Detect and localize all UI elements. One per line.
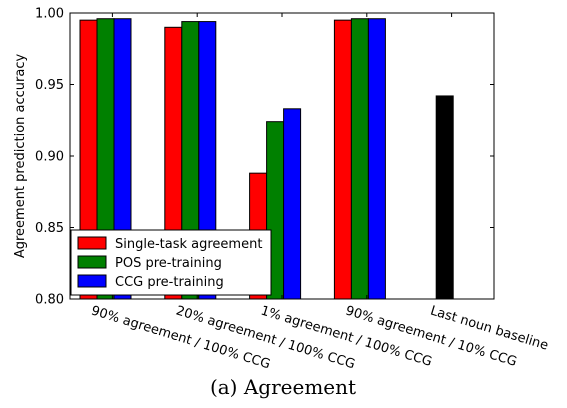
- y-tick-label: 0.80: [35, 293, 64, 308]
- legend-swatch: [77, 274, 107, 288]
- bar: [350, 18, 369, 300]
- y-axis-label: Agreement prediction accuracy: [13, 54, 28, 259]
- bar: [367, 18, 386, 300]
- legend-swatch: [77, 236, 107, 250]
- y-tick-label: 0.85: [35, 221, 64, 236]
- bar-baseline: [435, 95, 454, 300]
- axes-layer: [69, 12, 495, 300]
- y-tick-label: 0.95: [35, 78, 64, 93]
- y-tick-label: 0.90: [35, 150, 64, 165]
- y-tick-label: 1.00: [35, 7, 64, 22]
- legend-swatch: [77, 255, 107, 269]
- legend-label: CCG pre-training: [115, 275, 224, 290]
- bar: [333, 19, 352, 300]
- legend: Single-task agreement POS pre-training CCG…: [70, 229, 272, 296]
- bar: [283, 108, 302, 300]
- figure-caption: (a) Agreement: [210, 375, 356, 399]
- y-tick-labels: 0.80 0.85 0.90 0.95 1.00: [35, 7, 64, 308]
- legend-label: Single-task agreement: [115, 237, 262, 252]
- legend-label: POS pre-training: [115, 256, 222, 271]
